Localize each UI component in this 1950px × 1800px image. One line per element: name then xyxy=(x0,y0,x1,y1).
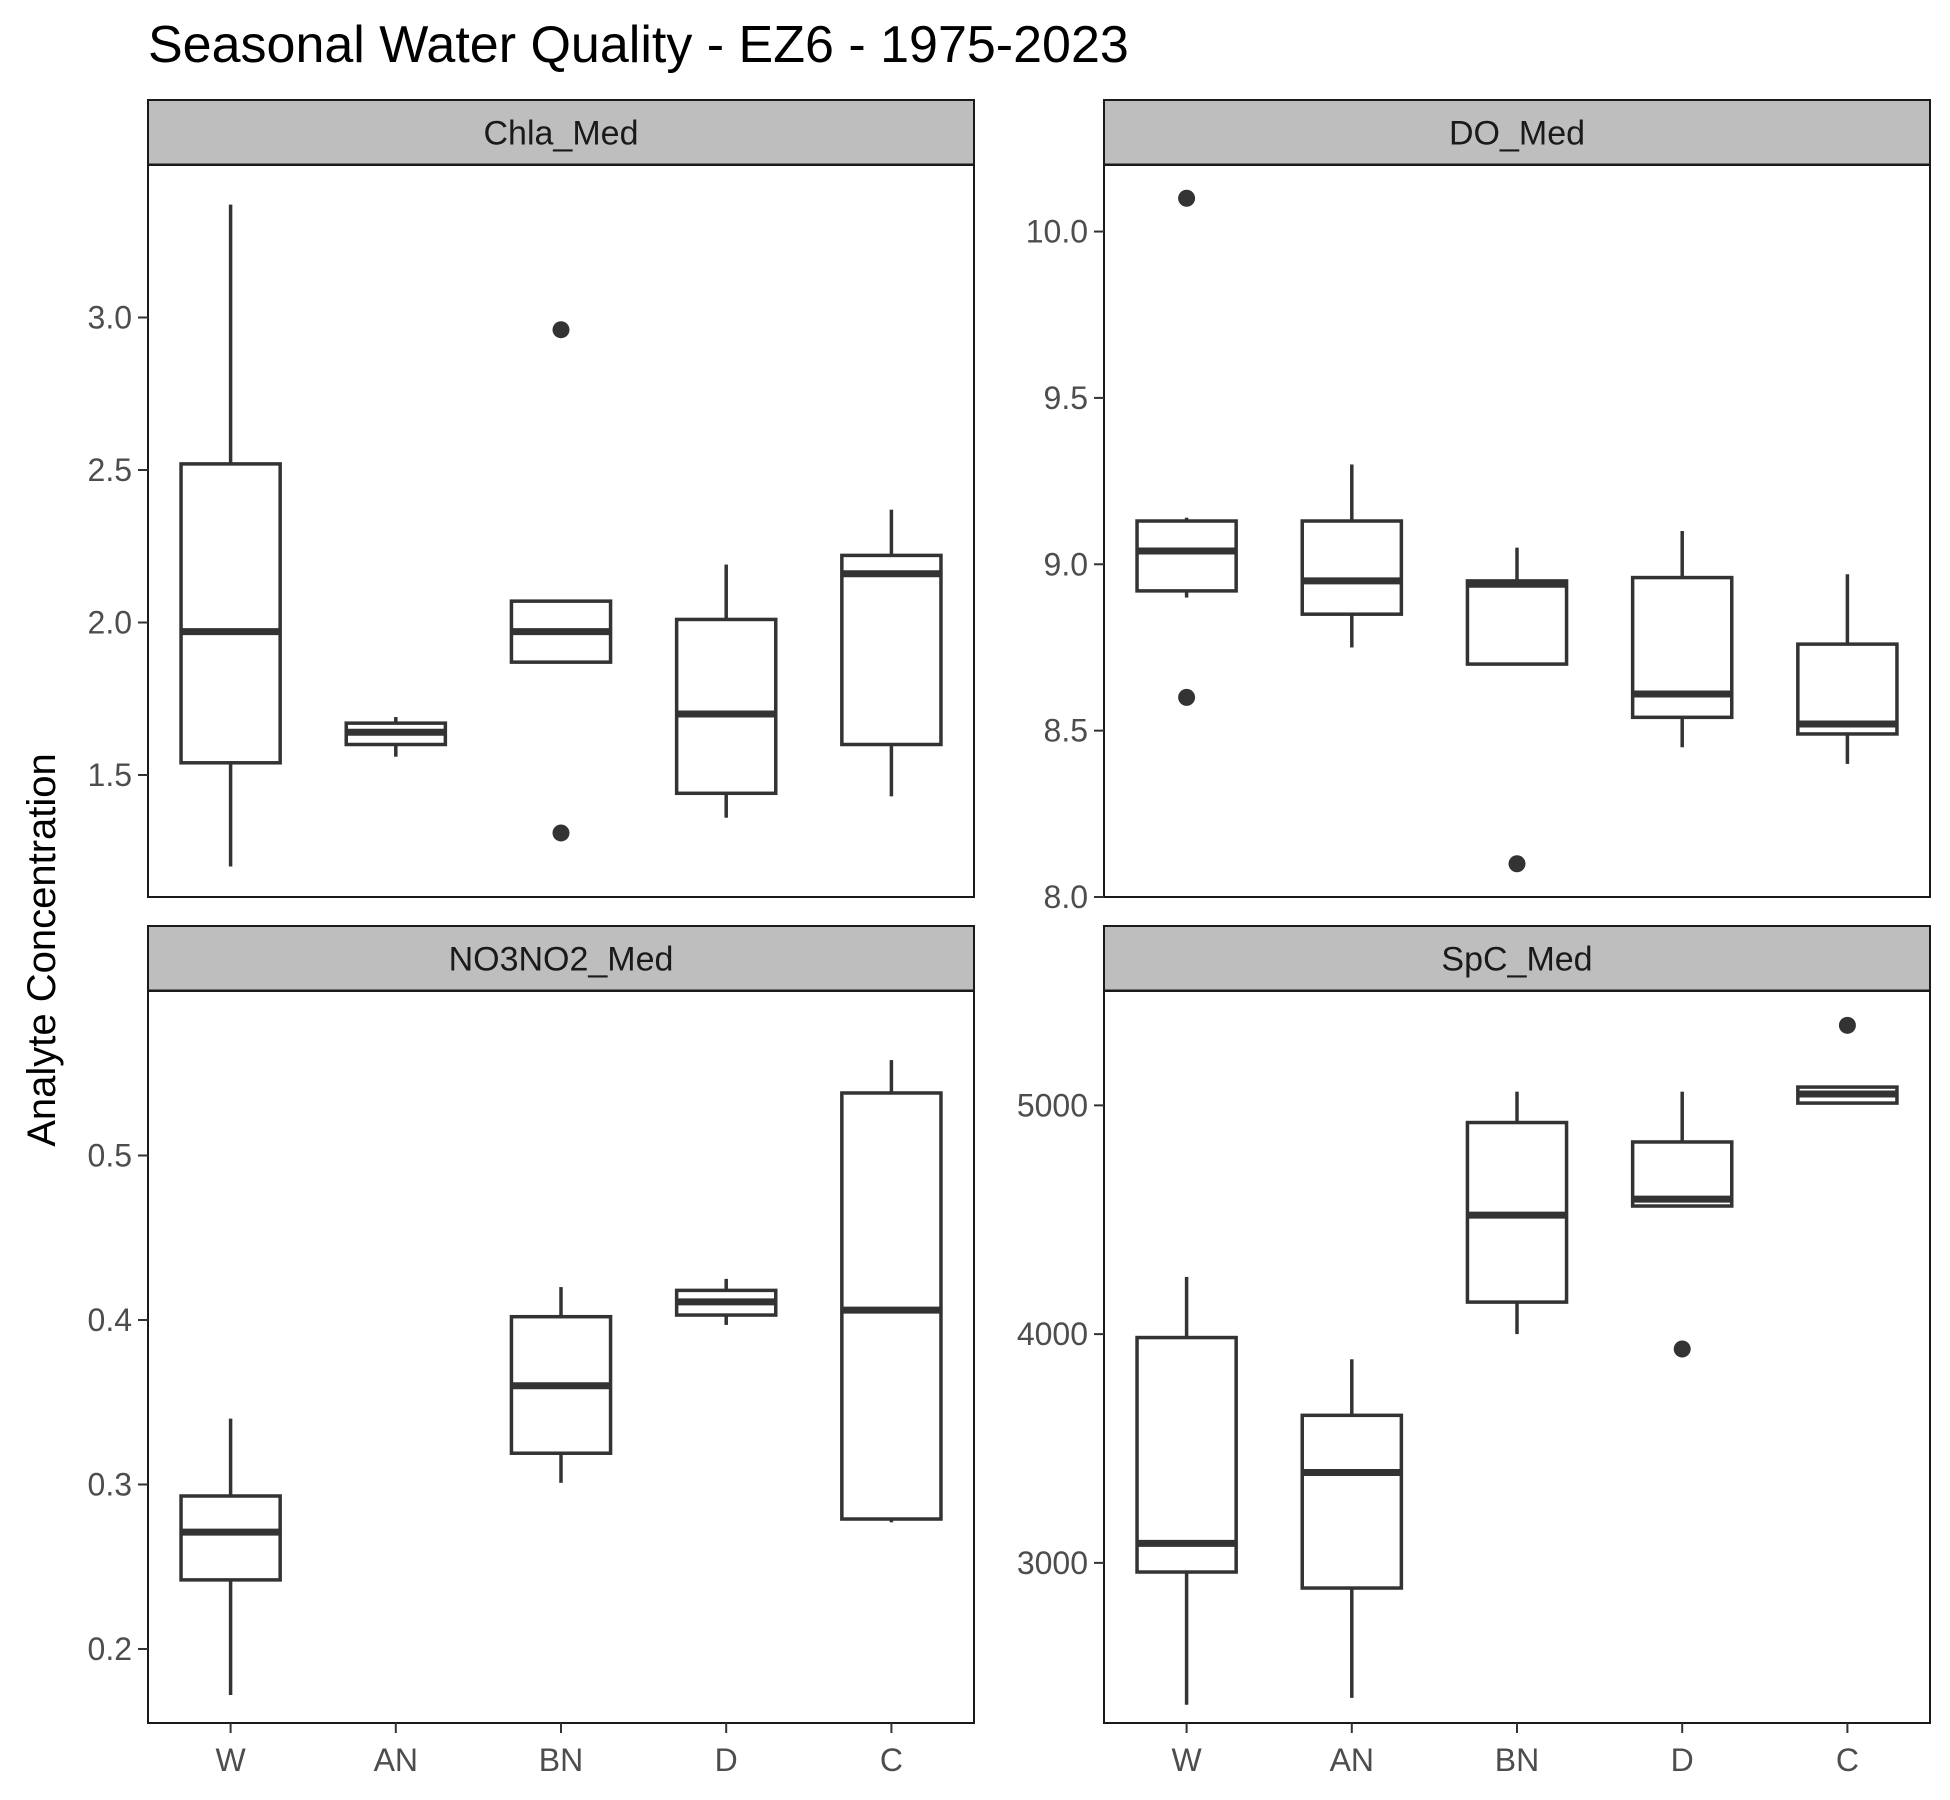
box-an xyxy=(344,717,448,757)
box-c xyxy=(840,1060,943,1523)
outlier-point xyxy=(1673,1340,1691,1358)
y-tick-label: 9.5 xyxy=(1044,380,1088,416)
box-w xyxy=(179,1418,282,1696)
facet-strip xyxy=(1103,925,1931,992)
box-iqr xyxy=(1630,1140,1734,1208)
box-iqr xyxy=(1300,1413,1404,1590)
y-tick-label: 3000 xyxy=(1017,1545,1088,1581)
box-iqr xyxy=(179,1494,282,1582)
panel-frame xyxy=(1103,164,1931,898)
box-c xyxy=(1796,574,1899,764)
y-tick-label: 3.0 xyxy=(88,300,132,336)
box-iqr xyxy=(1796,642,1899,736)
facet-panel-spc-med: SpC_Med 3000 4000 5000 W AN BN D C xyxy=(1017,925,1931,1778)
y-tick-label: 4000 xyxy=(1017,1316,1088,1352)
outlier-point xyxy=(552,321,570,339)
box-iqr xyxy=(1135,519,1238,593)
box-an xyxy=(1300,464,1404,648)
outlier-point xyxy=(1178,688,1196,706)
facet-panel-do-med: DO_Med 8.0 8.5 9.0 9.5 10.0 xyxy=(1026,99,1931,915)
x-tick-label: C xyxy=(880,1742,903,1778)
y-tick-label: 0.3 xyxy=(88,1466,132,1502)
y-tick-label: 10.0 xyxy=(1026,214,1088,250)
box-d xyxy=(674,1278,778,1325)
box-iqr xyxy=(674,617,778,796)
facet-strip-label: Chla_Med xyxy=(484,115,639,153)
facet-panel-chla-med: Chla_Med 1.5 2.0 2.5 3.0 xyxy=(88,99,975,898)
box-d xyxy=(1630,1091,1734,1358)
y-tick-label: 0.2 xyxy=(88,1631,132,1667)
y-tick-label: 0.5 xyxy=(88,1137,132,1173)
x-tick-label: AN xyxy=(374,1742,418,1778)
facet-panel-no3no2-med: NO3NO2_Med 0.2 0.3 0.4 0.5 W AN BN D C xyxy=(88,925,975,1778)
y-tick-label: 9.0 xyxy=(1044,546,1088,582)
y-axis-label: Analyte Concentration xyxy=(20,753,64,1147)
box-w xyxy=(1135,189,1238,706)
panel-frame xyxy=(147,164,975,898)
box-bn xyxy=(1465,547,1569,873)
outlier-point xyxy=(1838,1016,1856,1034)
facet-strip-label: SpC_Med xyxy=(1441,941,1592,979)
y-tick-label: 5000 xyxy=(1017,1087,1088,1123)
box-iqr xyxy=(840,553,943,747)
facet-strip xyxy=(147,99,975,166)
box-d xyxy=(674,564,778,818)
outlier-point xyxy=(1178,189,1196,207)
x-tick-label: BN xyxy=(539,1742,583,1778)
box-c xyxy=(1796,1016,1899,1105)
y-tick-label: 8.5 xyxy=(1044,713,1088,749)
y-tick-label: 2.5 xyxy=(88,452,132,488)
y-tick-label: 0.4 xyxy=(88,1302,132,1338)
box-iqr xyxy=(179,462,282,765)
facet-strip xyxy=(1103,99,1931,166)
box-bn xyxy=(509,1287,613,1483)
box-c xyxy=(840,509,943,797)
box-iqr xyxy=(1300,519,1404,616)
box-d xyxy=(1630,531,1734,748)
box-an xyxy=(1300,1359,1404,1698)
y-tick-label: 2.0 xyxy=(88,605,132,641)
x-tick-label: W xyxy=(1171,1742,1202,1778)
x-tick-label: D xyxy=(715,1742,738,1778)
box-iqr xyxy=(1465,579,1569,666)
outlier-point xyxy=(1508,855,1526,873)
box-bn xyxy=(509,321,613,842)
x-tick-label: AN xyxy=(1330,1742,1374,1778)
facet-strip xyxy=(147,925,975,992)
box-w xyxy=(1135,1276,1238,1705)
facet-strip-label: NO3NO2_Med xyxy=(449,941,674,979)
x-tick-label: BN xyxy=(1495,1742,1539,1778)
y-tick-label: 8.0 xyxy=(1044,879,1088,915)
x-tick-label: D xyxy=(1671,1742,1694,1778)
facet-panels: Chla_Med 1.5 2.0 2.5 3.0 DO_Med 8.0 8.5 9.0 9.5 10… xyxy=(88,99,1931,1778)
chart-title: Seasonal Water Quality - EZ6 - 1975-2023 xyxy=(148,16,1129,74)
box-bn xyxy=(1465,1091,1569,1335)
box-w xyxy=(179,204,282,867)
facet-strip-label: DO_Med xyxy=(1449,115,1585,153)
x-tick-label: C xyxy=(1836,1742,1859,1778)
box-iqr xyxy=(1135,1335,1238,1574)
x-tick-label: W xyxy=(215,1742,246,1778)
box-iqr xyxy=(840,1091,943,1521)
y-tick-label: 1.5 xyxy=(88,757,132,793)
outlier-point xyxy=(552,824,570,842)
